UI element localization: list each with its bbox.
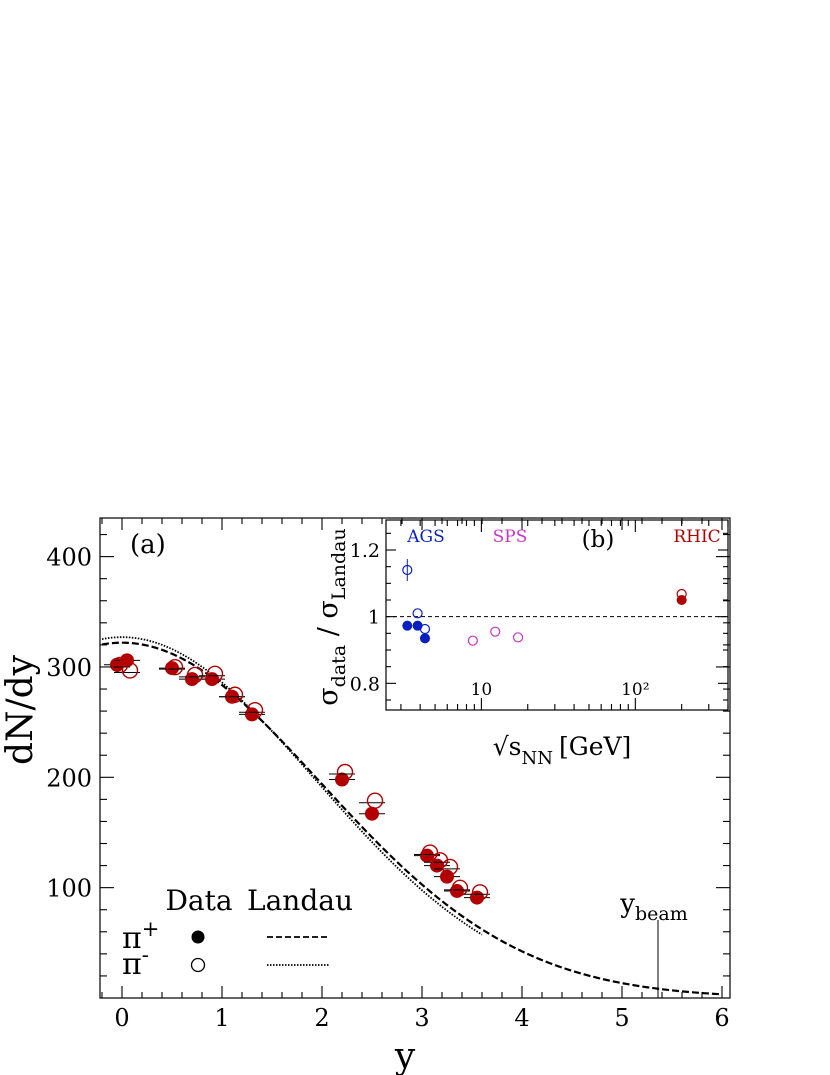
y-beam-annotation: ybeam	[619, 889, 687, 925]
x-tick-label: 2	[314, 1004, 329, 1032]
data-point-pi-minus	[336, 763, 354, 781]
data-point-pi-minus	[366, 792, 384, 809]
data-point-pi-minus	[226, 686, 244, 703]
panel-b-group-label-rhic: RHIC	[673, 527, 720, 547]
data-point-pi-plus	[365, 806, 379, 821]
panel-a-y-ticks: 100 200 300 400	[46, 534, 730, 977]
panel-b-y-axis-label-sub-2: Landau	[328, 528, 350, 600]
y-beam-main: y	[619, 889, 635, 919]
panel-b-y-axis-label-sigma-1: σ	[313, 687, 344, 705]
panel-b-x-axis-label-unit: [GeV]	[559, 732, 631, 761]
panel-b-x-axis-label-root: √s	[493, 732, 522, 761]
data-point-pi-minus	[121, 662, 139, 679]
inset-point-pi-minus-rhic	[676, 588, 687, 600]
inset-point-pi-minus-ags	[402, 564, 413, 576]
data-point-pi-minus	[166, 658, 184, 676]
inset-point-pi-plus-ags	[419, 633, 430, 644]
panel-b-y-axis-label: σdata / σLandau	[313, 528, 350, 706]
x-tick-label: 0	[114, 1004, 129, 1032]
panel-b-label: (b)	[582, 527, 615, 553]
x-tick-label: 4	[514, 1004, 529, 1032]
inset-y-tick-label: 1	[368, 607, 380, 629]
x-tick-label: 1	[214, 1004, 229, 1032]
panel-a-y-axis-label: dN/dy	[0, 654, 41, 765]
data-point-pi-plus	[450, 883, 464, 898]
data-point-pi-minus	[471, 884, 489, 901]
x-tick-label: 6	[714, 1004, 729, 1032]
panel-b-y-axis-label-slash: /	[313, 619, 344, 645]
legend-label-pi-minus: π-	[122, 943, 149, 982]
legend: Data Landau π+ π-	[122, 884, 353, 982]
panel-b-group-label-sps: SPS	[493, 527, 528, 547]
y-tick-label: 200	[46, 764, 92, 792]
panel-b: 10 10² 0.8 1 1.2 AGS SPS RHIC (b) √sNN [GeV]…	[313, 519, 729, 769]
data-point-pi-minus	[441, 858, 459, 876]
inset-point-pi-minus-ags	[412, 608, 423, 619]
inset-point-pi-plus-ags	[402, 620, 413, 631]
data-point-pi-minus	[246, 702, 264, 719]
landau-curve-pi-minus	[101, 636, 483, 936]
panel-a-frame	[99, 517, 731, 999]
landau-curve-pi-plus	[101, 641, 723, 996]
y-tick-label: 400	[46, 544, 92, 572]
panel-b-frame	[385, 519, 729, 711]
panel-b-y-ticks: 0.8 1 1.2	[350, 532, 728, 701]
y-tick-label: 300	[46, 654, 92, 682]
legend-header-landau: Landau	[247, 884, 353, 917]
inset-y-tick-label: 1.2	[350, 540, 380, 562]
panel-b-x-axis-label-sub: NN	[521, 748, 553, 769]
panel-b-group-label-ags: AGS	[406, 527, 445, 547]
panel-b-x-ticks: 10 10²	[400, 520, 729, 710]
panel-b-y-axis-label-sub-1: data	[328, 645, 350, 687]
panel-a-label: (a)	[130, 530, 166, 560]
panel-a-points	[104, 653, 490, 905]
x-tick-label: 3	[414, 1004, 429, 1032]
panel-b-y-axis-label-sigma-2: σ	[313, 600, 344, 618]
panel-b-points	[402, 559, 687, 646]
inset-point-pi-minus-sps	[490, 626, 501, 637]
legend-header-data: Data	[165, 884, 232, 917]
data-point-pi-minus	[206, 665, 224, 682]
data-point-pi-minus	[451, 879, 469, 897]
inset-point-pi-minus-ags	[419, 623, 431, 635]
panel-a-x-ticks: 0 1 2 3 4 5 6	[101, 518, 730, 1032]
y-beam-subscript: beam	[635, 903, 688, 925]
legend-marker-open	[190, 957, 206, 973]
data-point-pi-plus	[440, 869, 454, 884]
x-tick-label: 5	[614, 1004, 629, 1032]
inset-y-tick-label: 0.8	[350, 673, 380, 695]
inset-x-tick-label: 10²	[621, 680, 649, 700]
panel-a-x-axis-label: y	[394, 1036, 416, 1075]
panel-b-x-axis-label: √sNN [GeV]	[493, 732, 632, 769]
inset-point-pi-minus-sps	[467, 635, 478, 646]
panel-a-curves	[101, 636, 723, 996]
inset-point-pi-minus-sps	[512, 632, 524, 643]
inset-x-tick-label: 10	[471, 680, 493, 700]
legend-marker-filled	[191, 930, 205, 944]
y-tick-label: 100	[46, 875, 92, 903]
data-point-pi-minus	[186, 666, 204, 684]
